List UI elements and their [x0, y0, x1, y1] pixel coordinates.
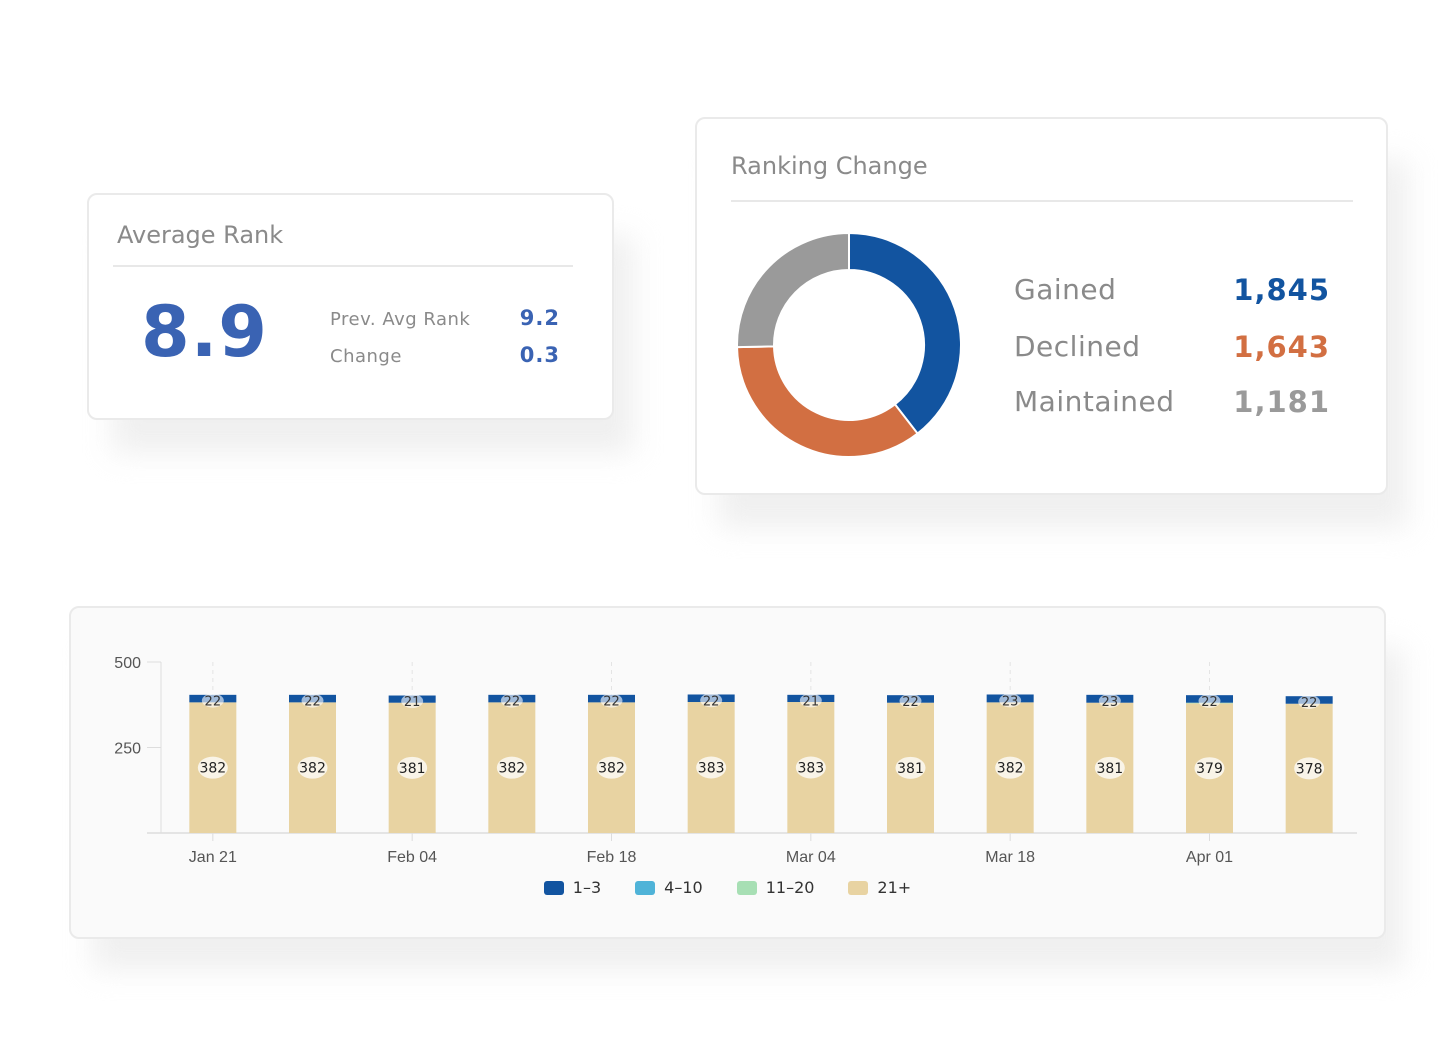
maintained-value: 1,181 — [1233, 385, 1330, 419]
data-label-1to3: 22 — [902, 695, 919, 710]
legend-swatch — [848, 880, 869, 895]
data-label-bg — [1194, 757, 1225, 780]
change-label: Change — [330, 346, 402, 367]
legend-swatch — [635, 880, 656, 895]
data-label-1to3: 22 — [603, 695, 620, 710]
data-label-21plus: 383 — [698, 761, 725, 777]
data-label-bg — [999, 693, 1022, 708]
data-label-1to3: 22 — [1201, 695, 1218, 710]
data-label-1to3: 23 — [1102, 695, 1119, 710]
data-label-1to3: 22 — [304, 695, 321, 710]
data-label-bg — [1294, 757, 1325, 780]
data-label-21plus: 383 — [797, 761, 824, 777]
legend-swatch — [736, 880, 757, 895]
ranking-change-card: Ranking Change Gained 1,845 Declined 1,6… — [695, 117, 1388, 495]
data-label-bg — [301, 693, 324, 708]
data-label-bg — [1298, 694, 1321, 709]
data-label-bg — [201, 693, 224, 708]
x-tick-label: Mar 18 — [985, 849, 1035, 866]
data-label-bg — [995, 756, 1026, 779]
data-label-1to3: 22 — [703, 694, 720, 709]
data-label-1to3: 21 — [803, 694, 820, 709]
data-label-bg — [696, 756, 727, 779]
chart-legend: 1–3 4–10 11–20 21+ — [71, 878, 1384, 897]
data-label-bg — [496, 756, 527, 779]
data-label-1to3: 22 — [1301, 696, 1318, 711]
ranking-change-title: Ranking Change — [731, 152, 928, 180]
legend-item[interactable]: 4–10 — [635, 878, 703, 897]
data-label-bg — [1098, 693, 1121, 708]
legend-label: 1–3 — [572, 878, 602, 897]
legend-item[interactable]: 1–3 — [543, 878, 602, 897]
average-rank-title: Average Rank — [117, 221, 284, 249]
data-label-1to3: 23 — [1002, 694, 1019, 709]
rank-distribution-chart: 250 500 Jan 21 382 22 382 22 Feb 04 381 21 382 22 Fe… — [114, 655, 1357, 866]
legend-label: 4–10 — [664, 878, 703, 897]
x-tick-label: Apr 01 — [1186, 849, 1233, 866]
data-label-bg — [297, 756, 328, 779]
declined-value: 1,643 — [1233, 330, 1330, 364]
legend-item[interactable]: 11–20 — [736, 878, 815, 897]
change-value: 0.3 — [519, 343, 560, 367]
data-label-21plus: 382 — [199, 761, 226, 777]
legend-label: 21+ — [877, 878, 912, 897]
data-label-21plus: 381 — [1096, 761, 1123, 777]
data-label-bg — [895, 756, 926, 779]
data-label-bg — [795, 756, 826, 779]
data-label-21plus: 382 — [299, 761, 326, 777]
data-label-bg — [397, 756, 428, 779]
data-label-21plus: 382 — [498, 761, 525, 777]
data-label-1to3: 21 — [404, 695, 421, 710]
average-rank-card: Average Rank 8.9 Prev. Avg Rank 9.2 Chan… — [87, 193, 614, 420]
legend-item[interactable]: 21+ — [848, 878, 911, 897]
data-label-21plus: 381 — [897, 761, 924, 777]
data-label-1to3: 22 — [205, 695, 222, 710]
data-label-bg — [1198, 693, 1221, 708]
data-label-bg — [500, 693, 523, 708]
x-tick-label: Feb 18 — [587, 849, 637, 866]
x-tick-label: Jan 21 — [189, 849, 237, 866]
x-tick-label: Mar 04 — [786, 849, 836, 866]
declined-label: Declined — [1014, 330, 1141, 363]
data-label-21plus: 379 — [1196, 761, 1223, 777]
legend-label: 11–20 — [765, 878, 815, 897]
donut-slice-gained — [848, 233, 961, 435]
data-label-bg — [401, 694, 424, 709]
data-label-1to3: 22 — [504, 695, 521, 710]
ranking-change-divider — [731, 200, 1353, 202]
gained-value: 1,845 — [1233, 273, 1330, 307]
prev-avg-rank-value: 9.2 — [519, 306, 560, 330]
data-label-bg — [197, 756, 228, 779]
ranking-change-donut — [737, 233, 961, 457]
data-label-bg — [596, 756, 627, 779]
y-tick-label: 500 — [114, 655, 141, 672]
legend-swatch — [543, 880, 564, 895]
data-label-bg — [600, 693, 623, 708]
donut-slice-maintained — [737, 233, 850, 349]
data-label-bg — [700, 693, 723, 708]
data-label-bg — [799, 693, 822, 708]
data-label-bg — [1094, 756, 1125, 779]
gained-label: Gained — [1014, 273, 1117, 306]
average-rank-value: 8.9 — [141, 291, 269, 373]
data-label-21plus: 378 — [1296, 761, 1323, 777]
data-label-21plus: 381 — [399, 761, 426, 777]
x-tick-label: Feb 04 — [387, 849, 437, 866]
data-label-21plus: 382 — [997, 761, 1024, 777]
donut-slice-declined — [737, 345, 919, 457]
data-label-21plus: 382 — [598, 761, 625, 777]
data-label-bg — [899, 693, 922, 708]
rank-distribution-card: 250 500 Jan 21 382 22 382 22 Feb 04 381 21 382 22 Fe… — [69, 606, 1386, 939]
y-tick-label: 250 — [114, 741, 141, 758]
average-rank-divider — [113, 265, 573, 267]
maintained-label: Maintained — [1014, 385, 1175, 418]
prev-avg-rank-label: Prev. Avg Rank — [330, 309, 471, 330]
